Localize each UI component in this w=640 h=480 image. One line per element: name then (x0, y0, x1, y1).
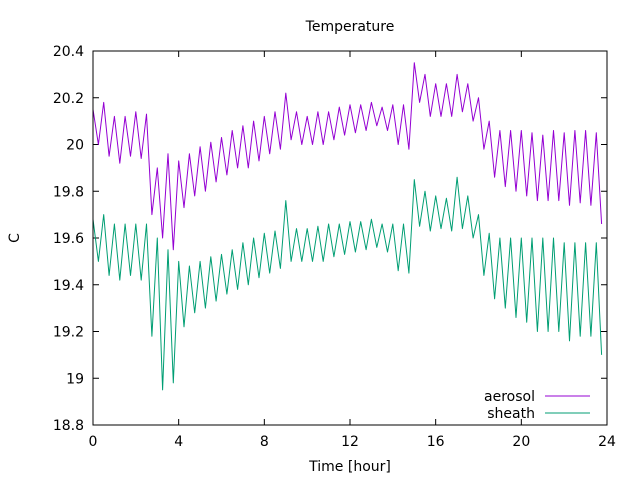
x-tick-label: 8 (260, 434, 269, 450)
x-tick-label: 12 (341, 434, 359, 450)
y-tick-label: 19.2 (53, 325, 84, 341)
axes: 18.8 19 19.2 19.4 19.6 19.8 20 20.2 20.4 0 4 8 12 16 2… (53, 44, 616, 450)
x-tick-label: 4 (174, 434, 183, 450)
x-tick-label: 20 (512, 434, 530, 450)
plot-frame (92, 50, 608, 426)
legend-label: sheath (487, 406, 535, 422)
plot-series (92, 62, 603, 391)
y-tick-label: 19.4 (53, 278, 84, 294)
y-tick-label: 18.8 (53, 418, 84, 434)
x-axis-label: Time [hour] (308, 459, 391, 475)
y-axis-label: C (7, 233, 23, 243)
x-tick-label: 0 (89, 434, 98, 450)
x-tick-label: 16 (427, 434, 445, 450)
y-tick-label: 19.6 (53, 231, 84, 247)
y-tick-label: 19.8 (53, 184, 84, 200)
series-line-sheath (92, 176, 603, 391)
y-tick-label: 20.4 (53, 44, 84, 60)
x-tick-label: 24 (598, 434, 616, 450)
y-tick-label: 19 (66, 371, 84, 387)
chart-title: Temperature (305, 19, 395, 35)
y-tick-label: 20 (66, 138, 84, 154)
legend-label: aerosol (484, 389, 535, 405)
y-tick-label: 20.2 (53, 91, 84, 107)
series-line-aerosol (92, 62, 603, 251)
